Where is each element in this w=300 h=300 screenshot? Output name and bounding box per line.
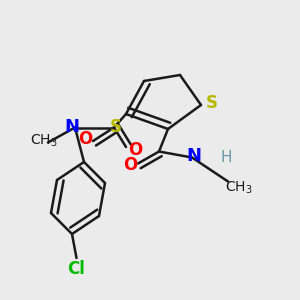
Text: O: O <box>78 130 93 148</box>
Text: CH$_3$: CH$_3$ <box>30 133 57 149</box>
Text: S: S <box>110 118 122 136</box>
Text: Cl: Cl <box>68 260 85 278</box>
Text: O: O <box>128 141 142 159</box>
Text: O: O <box>123 156 138 174</box>
Text: N: N <box>64 118 79 136</box>
Text: S: S <box>206 94 218 112</box>
Text: CH$_3$: CH$_3$ <box>225 179 252 196</box>
Text: H: H <box>221 150 232 165</box>
Text: N: N <box>186 147 201 165</box>
